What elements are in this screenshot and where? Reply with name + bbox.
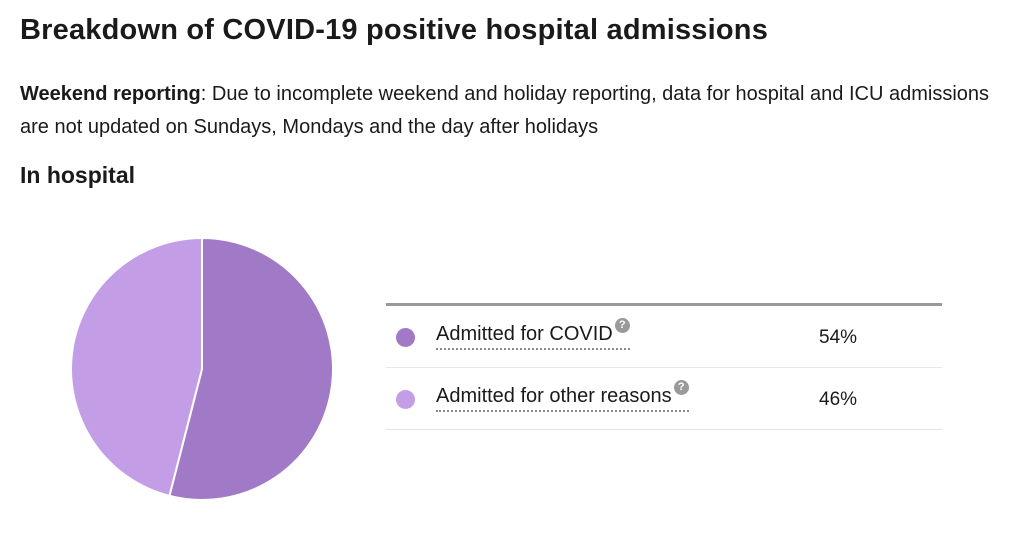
legend-row-other: Admitted for other reasons? 46% (386, 368, 942, 430)
pie-slice-covid[interactable] (168, 237, 334, 501)
notice-text: : Due to incomplete weekend and holiday … (20, 83, 990, 138)
legend-dot-other (396, 390, 415, 409)
page-title: Breakdown of COVID-19 positive hospital … (20, 14, 769, 46)
section-title: In hospital (20, 162, 135, 188)
legend-row-covid: Admitted for COVID? 54% (386, 306, 942, 368)
help-icon[interactable]: ? (614, 318, 630, 333)
help-icon[interactable]: ? (673, 380, 689, 395)
legend-label-other[interactable]: Admitted for other reasons? (436, 380, 689, 412)
pie-slice-other[interactable] (70, 237, 203, 498)
legend-label-covid[interactable]: Admitted for COVID? (436, 318, 630, 350)
legend-table: Admitted for COVID? 54% Admitted for oth… (386, 303, 942, 430)
legend-value-covid: 54% (819, 327, 858, 348)
pie-chart-svg (70, 237, 334, 501)
notice-label: Weekend reporting (20, 83, 201, 105)
weekend-reporting-notice: Weekend reporting: Due to incomplete wee… (20, 78, 1000, 144)
legend-value-other: 46% (819, 389, 858, 410)
legend-dot-covid (396, 328, 415, 347)
pie-chart (70, 237, 334, 501)
